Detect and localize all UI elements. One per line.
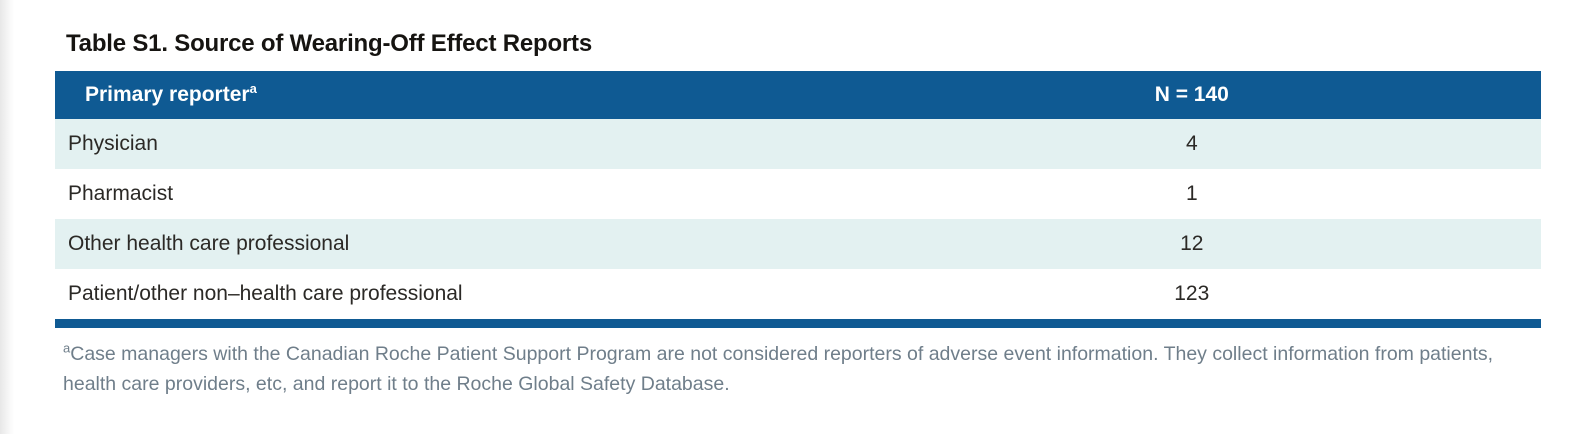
- header-primary-reporter-label: Primary reporter: [85, 83, 250, 106]
- reporters-table: Primary reportera N = 140 Physician 4 Ph…: [55, 71, 1541, 328]
- page-edge-shading: [0, 0, 14, 434]
- header-cell-primary-reporter: Primary reportera: [55, 81, 843, 107]
- table-figure: Table S1. Source of Wearing-Off Effect R…: [55, 30, 1541, 399]
- table-footnote: aCase managers with the Canadian Roche P…: [63, 339, 1513, 399]
- row-label: Patient/other non–health care profession…: [68, 282, 463, 305]
- table-row: Patient/other non–health care profession…: [55, 269, 1541, 319]
- row-value: 4: [1185, 132, 1198, 155]
- header-footnote-marker: a: [249, 81, 257, 96]
- header-cell-n-total: N = 140: [1154, 83, 1229, 106]
- table-header-row: Primary reportera N = 140: [55, 71, 1541, 119]
- footnote-text: Case managers with the Canadian Roche Pa…: [63, 343, 1494, 395]
- row-value: 12: [1180, 232, 1204, 255]
- table-title-label: Table S1.: [66, 30, 168, 57]
- table-title: Table S1. Source of Wearing-Off Effect R…: [66, 30, 1541, 58]
- table-title-text: Source of Wearing-Off Effect Reports: [174, 30, 592, 57]
- table-bottom-rule: [55, 319, 1541, 328]
- table-row: Physician 4: [55, 119, 1541, 169]
- row-value: 1: [1185, 182, 1198, 205]
- footnote-marker: a: [63, 340, 71, 356]
- table-row: Other health care professional 12: [55, 219, 1541, 269]
- row-label: Pharmacist: [68, 182, 174, 205]
- row-label: Physician: [68, 132, 158, 155]
- row-value: 123: [1174, 282, 1210, 305]
- row-label: Other health care professional: [68, 232, 350, 255]
- table-row: Pharmacist 1: [55, 169, 1541, 219]
